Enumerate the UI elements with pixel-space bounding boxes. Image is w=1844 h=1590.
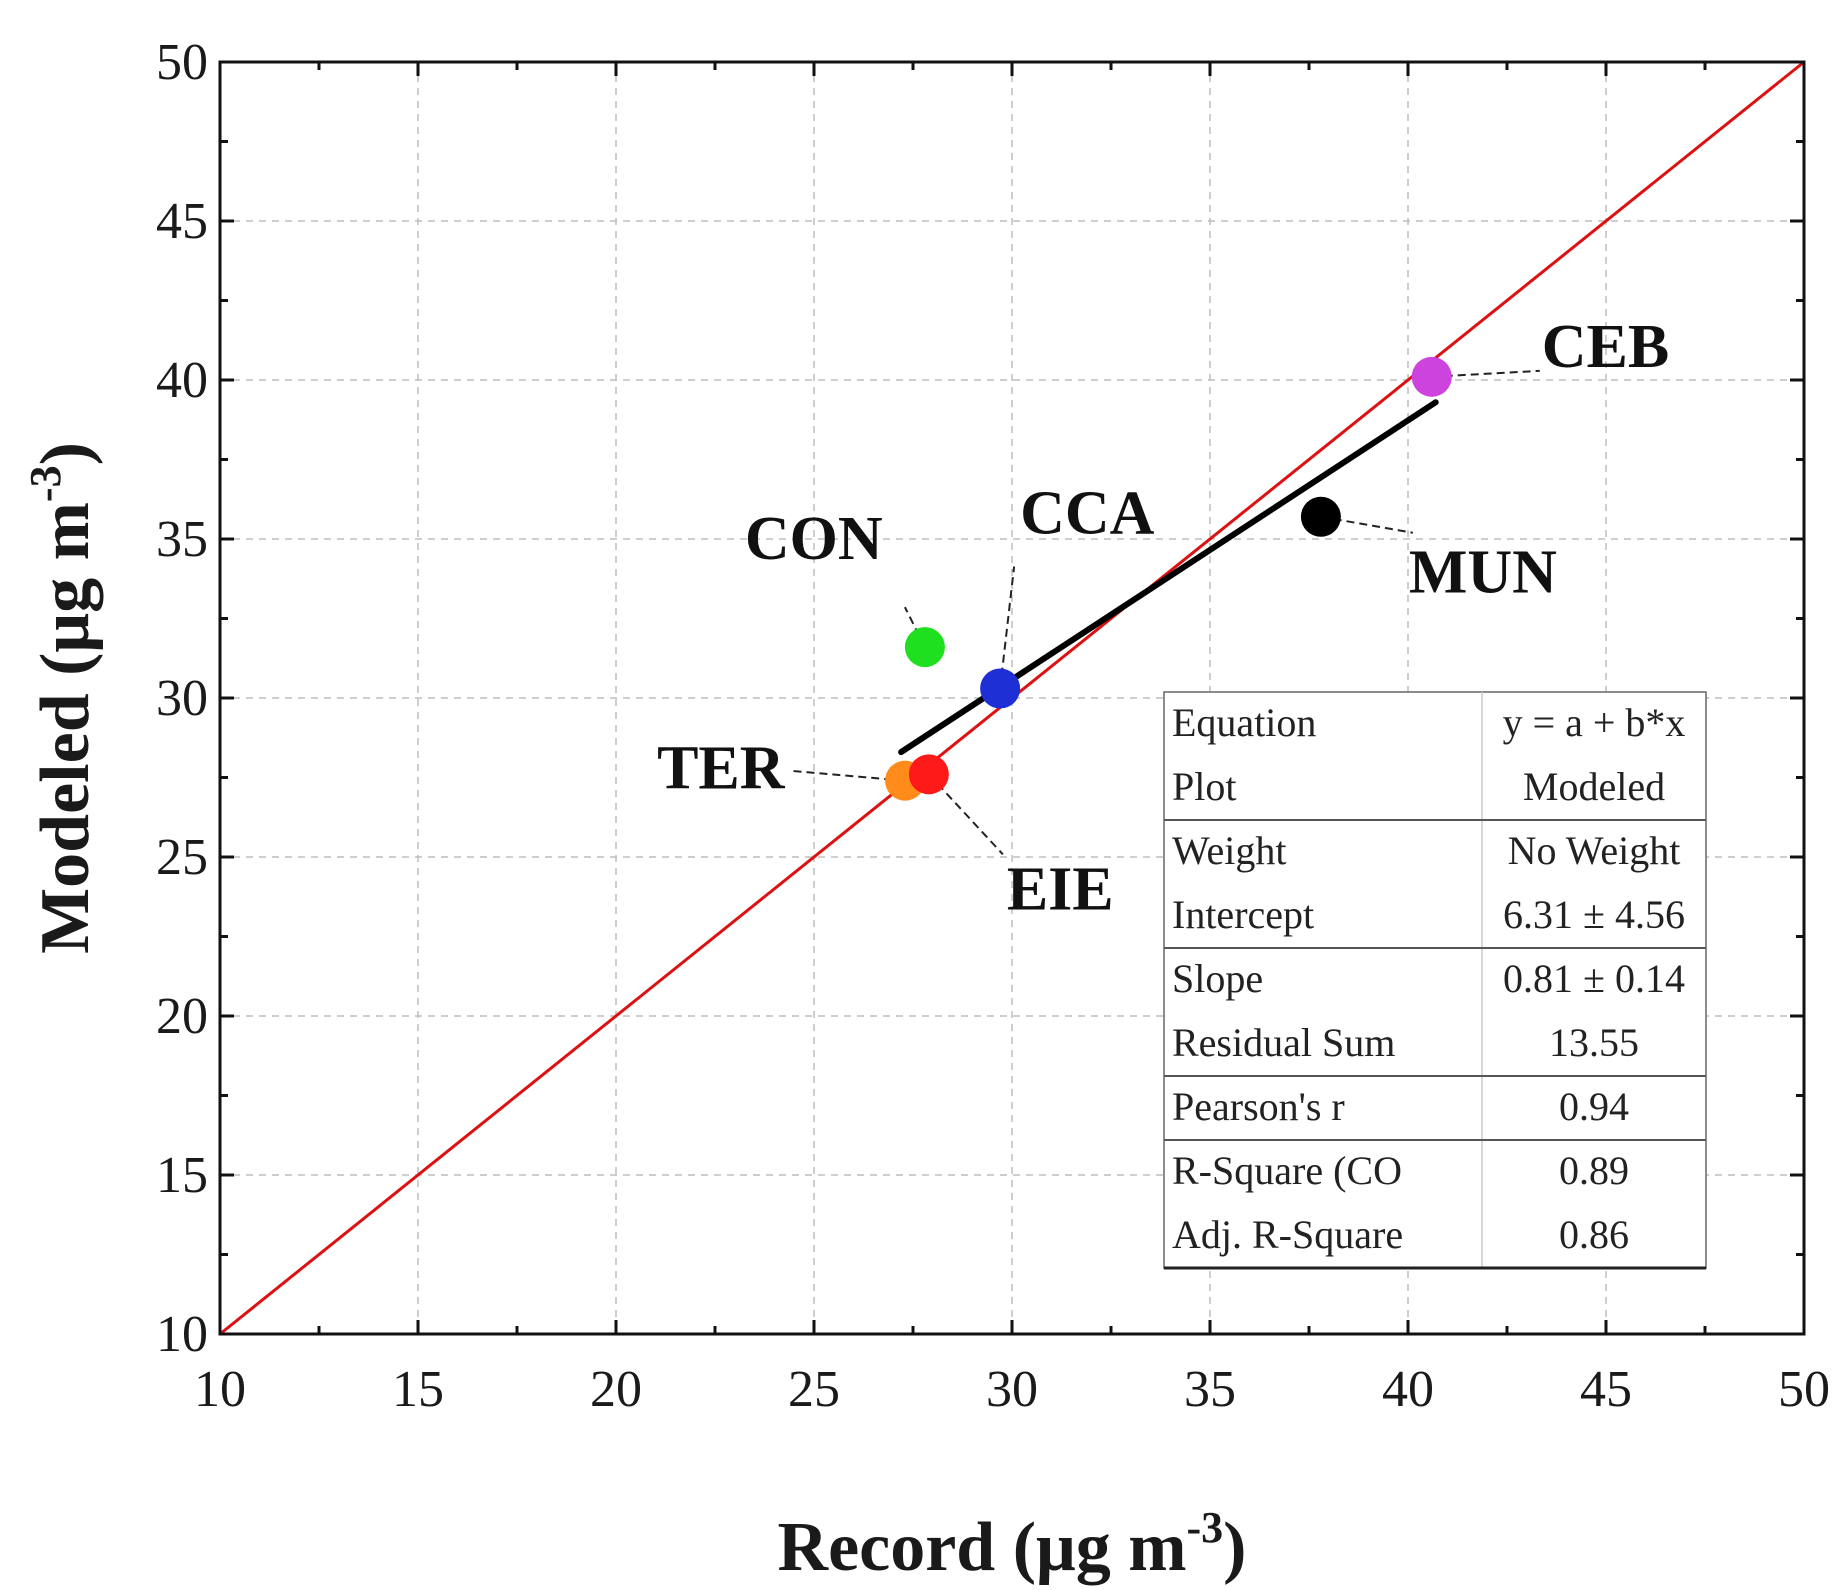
y-tick-label: 30 (156, 670, 208, 727)
stats-table: Equation y = a + b*x Plot Modeled Weight No W… (1163, 691, 1707, 1270)
y-tick-label: 45 (156, 193, 208, 250)
x-tick-label: 40 (1382, 1361, 1434, 1418)
x-tick-label: 20 (590, 1361, 642, 1418)
x-tick-label: 50 (1778, 1361, 1830, 1418)
stats-key: Adj. R-Square (1172, 1212, 1403, 1257)
point-label-con: CON (745, 505, 883, 573)
y-tick-label: 25 (156, 829, 208, 886)
stats-value: 13.55 (1549, 1020, 1639, 1065)
ticks-layer: 10 15 20 25 30 35 40 45 50 10 15 20 25 30 35 40 45 50 (156, 34, 1830, 1418)
point-label-eie: EIE (1007, 855, 1114, 923)
y-tick-label: 10 (156, 1306, 208, 1363)
y-tick-label: 15 (156, 1147, 208, 1204)
stats-value: No Weight (1508, 828, 1681, 873)
stats-key: Residual Sum (1172, 1020, 1395, 1065)
stats-key: Pearson's r (1172, 1084, 1345, 1129)
point-mun (1300, 496, 1341, 537)
stats-key: Plot (1172, 764, 1236, 809)
x-tick-label: 45 (1580, 1361, 1632, 1418)
stats-value: 0.94 (1559, 1084, 1629, 1129)
stats-key: Slope (1172, 956, 1263, 1001)
point-label-cca: CCA (1020, 479, 1155, 547)
x-tick-label: 10 (194, 1361, 246, 1418)
leader-cca (999, 566, 1016, 689)
stats-key: Equation (1172, 700, 1316, 745)
point-cca (980, 668, 1021, 709)
y-tick-label: 50 (156, 34, 208, 91)
x-tick-label: 30 (986, 1361, 1038, 1418)
point-eie (908, 754, 949, 795)
stats-value: 0.89 (1559, 1148, 1629, 1193)
stats-key: Weight (1172, 828, 1287, 873)
stats-value: Modeled (1523, 764, 1665, 809)
point-label-ter: TER (657, 735, 786, 803)
stats-value: 6.31 ± 4.56 (1503, 892, 1685, 937)
stats-value: 0.81 ± 0.14 (1503, 956, 1685, 1001)
x-tick-label: 15 (392, 1361, 444, 1418)
y-tick-label: 20 (156, 988, 208, 1045)
x-tick-label: 25 (788, 1361, 840, 1418)
y-axis-title: Modeled (μg m-3) (21, 442, 104, 954)
y-tick-label: 35 (156, 511, 208, 568)
point-label-mun: MUN (1409, 539, 1557, 607)
point-ceb (1411, 356, 1452, 397)
stats-key: Intercept (1172, 892, 1314, 937)
point-con (904, 627, 945, 668)
labels-layer: CEB MUN CCA CON TER EIE (657, 313, 1669, 924)
x-tick-label: 35 (1184, 1361, 1236, 1418)
y-tick-label: 40 (156, 352, 208, 409)
x-axis-title: Record (μg m-3) (778, 1503, 1247, 1586)
stats-key: R-Square (CO (1172, 1148, 1402, 1193)
point-label-ceb: CEB (1542, 313, 1669, 381)
stats-value: y = a + b*x (1503, 700, 1686, 745)
points-layer (885, 356, 1452, 801)
stats-value: 0.86 (1559, 1212, 1629, 1257)
